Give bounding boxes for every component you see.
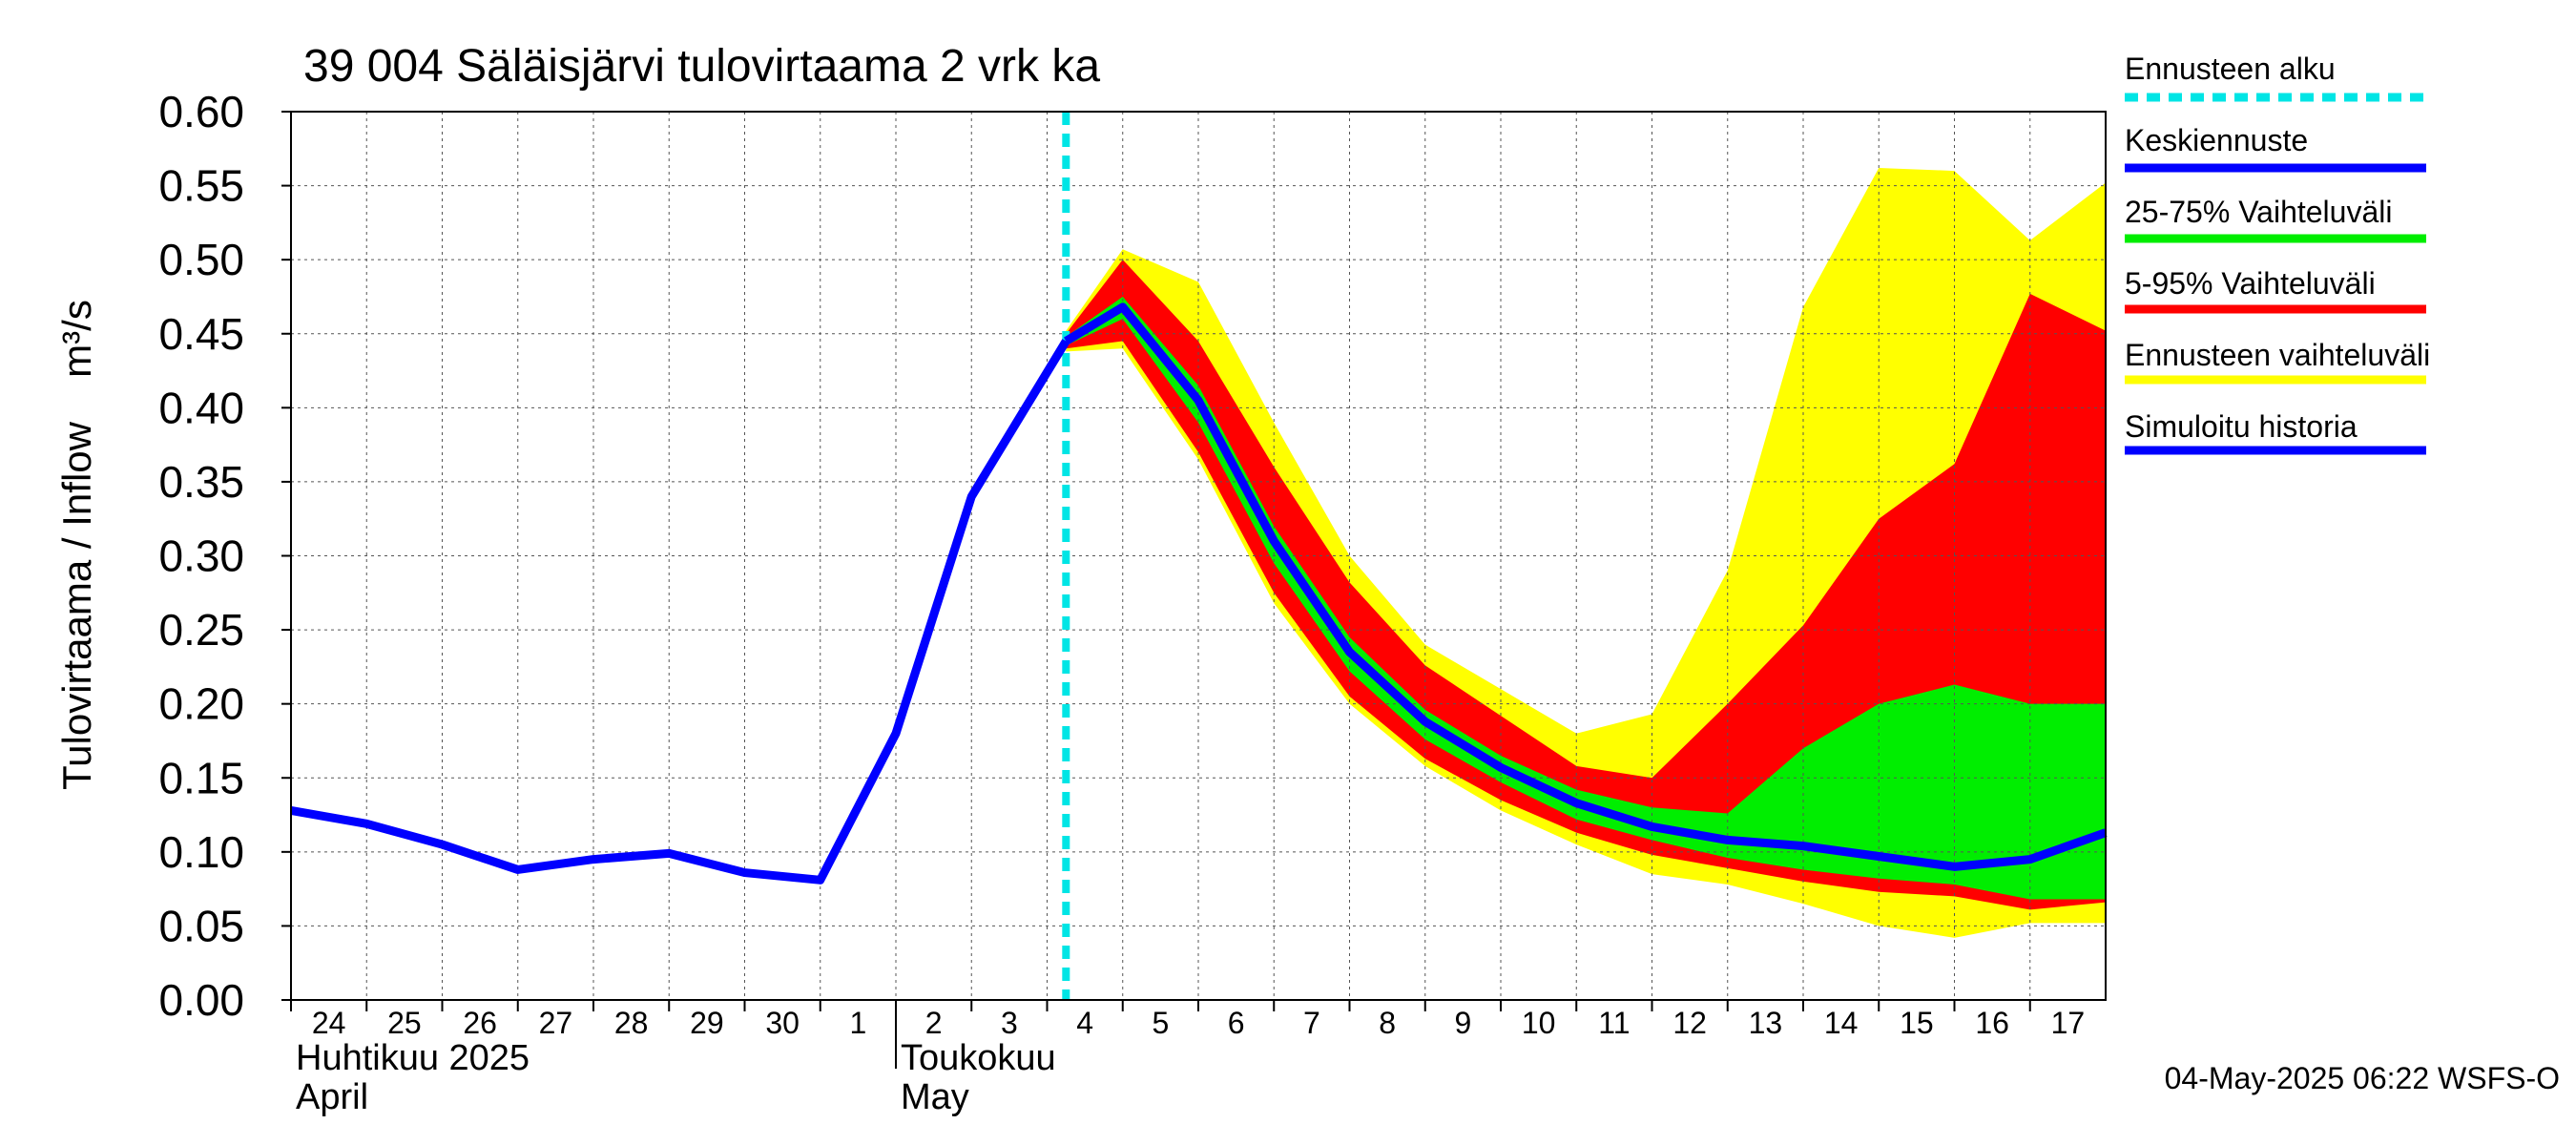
x-tick-label: 7 (1303, 1006, 1320, 1040)
forecast-bands (1066, 167, 2106, 938)
x-tick-label: 15 (1900, 1006, 1934, 1040)
timestamp-label: 04-May-2025 06:22 WSFS-O (2165, 1061, 2560, 1095)
y-tick-label: 0.45 (158, 309, 244, 359)
x-tick-label: 9 (1454, 1006, 1471, 1040)
x-tick-label: 27 (539, 1006, 573, 1040)
y-axis-unit: m³/s (54, 300, 99, 378)
legend-label: Ennusteen alku (2125, 52, 2336, 86)
legend-label: Keskiennuste (2125, 123, 2308, 157)
simulated-history-line (290, 339, 1070, 885)
x-tick-label: 1 (849, 1006, 866, 1040)
x-tick-label: 11 (1598, 1006, 1630, 1040)
x-axis: 24 25 26 27 28 29 30 1 2 3 4 5 6 7 8 9 10 11 12 13 14 15 16 17 (290, 1000, 2086, 1040)
y-axis: 0.00 0.05 0.10 0.15 0.20 0.25 0.30 0.35 0.40 0.45… (158, 87, 291, 1025)
mean-forecast-line (1063, 302, 2108, 871)
y-tick-label: 0.60 (158, 87, 244, 136)
legend-label: 25-75% Vaihteluväli (2125, 195, 2392, 229)
x-tick-label: 28 (614, 1006, 649, 1040)
x-tick-label: 25 (387, 1006, 422, 1040)
x-tick-label: 29 (690, 1006, 724, 1040)
month-label-fi: Toukokuu (901, 1038, 1056, 1078)
legend-label: Simuloitu historia (2125, 409, 2358, 444)
y-tick-label: 0.20 (158, 679, 244, 729)
month-label-en: April (296, 1077, 368, 1117)
chart-title: 39 004 Säläisjärvi tulovirtaama 2 vrk ka (303, 41, 1100, 92)
x-tick-label: 13 (1749, 1006, 1783, 1040)
y-tick-label: 0.10 (158, 827, 244, 877)
x-tick-label: 12 (1672, 1006, 1707, 1040)
x-tick-label: 4 (1076, 1006, 1093, 1040)
legend-label: 5-95% Vaihteluväli (2125, 266, 2376, 301)
chart-lines (290, 112, 2108, 1000)
x-tick-label: 5 (1152, 1006, 1169, 1040)
x-tick-label: 14 (1824, 1006, 1859, 1040)
x-tick-label: 30 (765, 1006, 800, 1040)
x-tick-label: 8 (1379, 1006, 1396, 1040)
p25-75-band (1066, 296, 2106, 900)
x-tick-label: 2 (925, 1006, 943, 1040)
x-tick-label: 17 (2051, 1006, 2086, 1040)
y-axis-label: Tulovirtaama / Inflow (54, 421, 99, 790)
y-tick-label: 0.25 (158, 605, 244, 655)
y-tick-label: 0.40 (158, 383, 244, 432)
x-tick-label: 6 (1228, 1006, 1245, 1040)
x-tick-label: 3 (1001, 1006, 1018, 1040)
y-tick-label: 0.15 (158, 753, 244, 802)
y-tick-label: 0.55 (158, 161, 244, 211)
y-tick-label: 0.05 (158, 901, 244, 950)
x-tick-label: 26 (463, 1006, 497, 1040)
x-tick-label: 10 (1522, 1006, 1556, 1040)
x-tick-label: 24 (312, 1006, 346, 1040)
y-tick-label: 0.00 (158, 975, 244, 1025)
month-label-fi: Huhtikuu 2025 (296, 1038, 530, 1078)
chart-legend: Ennusteen alku Keskiennuste 25-75% Vaihtel… (2125, 52, 2430, 455)
y-tick-label: 0.35 (158, 457, 244, 507)
month-label-en: May (901, 1077, 969, 1117)
legend-label: Ennusteen vaihteluväli (2125, 338, 2430, 372)
y-tick-label: 0.30 (158, 531, 244, 581)
y-tick-label: 0.50 (158, 235, 244, 284)
x-tick-label: 16 (1975, 1006, 2009, 1040)
